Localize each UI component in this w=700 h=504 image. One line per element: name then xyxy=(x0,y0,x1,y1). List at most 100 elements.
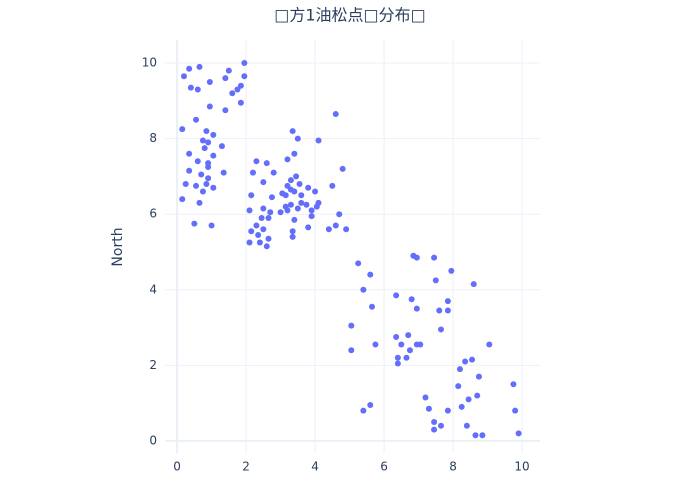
point xyxy=(403,354,410,361)
point xyxy=(312,188,319,195)
point xyxy=(367,402,374,409)
point xyxy=(308,207,315,214)
point xyxy=(182,180,189,187)
point xyxy=(479,432,486,439)
point xyxy=(194,86,201,93)
point xyxy=(291,150,298,157)
point xyxy=(260,205,267,212)
point xyxy=(289,228,296,235)
point xyxy=(260,226,267,233)
point xyxy=(431,426,438,433)
point xyxy=(289,128,296,135)
point xyxy=(199,137,206,144)
point xyxy=(393,292,400,299)
point xyxy=(256,239,263,246)
y-tick-label: 8 xyxy=(149,131,157,145)
point xyxy=(193,116,200,123)
point xyxy=(249,169,256,176)
point xyxy=(263,243,270,250)
point xyxy=(179,126,186,133)
x-tick-label: 10 xyxy=(514,460,529,474)
point xyxy=(237,99,244,106)
point xyxy=(194,158,201,165)
point xyxy=(458,403,465,410)
point xyxy=(469,356,476,363)
point xyxy=(218,143,225,150)
point xyxy=(432,277,439,284)
point xyxy=(180,73,187,80)
point xyxy=(305,224,312,231)
point xyxy=(472,432,479,439)
point xyxy=(291,216,298,223)
point xyxy=(229,90,236,97)
point xyxy=(444,307,451,314)
point xyxy=(210,131,217,138)
point xyxy=(186,150,193,157)
point xyxy=(456,366,463,373)
point xyxy=(265,235,272,242)
point xyxy=(417,341,424,348)
point xyxy=(360,407,367,414)
point xyxy=(394,354,401,361)
point xyxy=(308,213,315,220)
point xyxy=(515,430,522,437)
point xyxy=(298,192,305,199)
point xyxy=(437,326,444,333)
point xyxy=(462,358,469,365)
point xyxy=(413,305,420,312)
point xyxy=(325,226,332,233)
point xyxy=(444,407,451,414)
point xyxy=(393,333,400,340)
point xyxy=(287,177,294,184)
point xyxy=(270,169,277,176)
point xyxy=(512,407,519,414)
point xyxy=(193,182,200,189)
point xyxy=(210,184,217,191)
point xyxy=(291,188,298,195)
point xyxy=(510,381,517,388)
point xyxy=(205,163,212,170)
point xyxy=(315,199,322,206)
point xyxy=(203,180,210,187)
y-axis-title: North xyxy=(110,227,126,266)
point xyxy=(248,228,255,235)
point xyxy=(198,171,205,178)
point xyxy=(294,135,301,142)
point xyxy=(206,78,213,85)
x-tick-label: 2 xyxy=(242,460,250,474)
point xyxy=(208,222,215,229)
point xyxy=(241,73,248,80)
point xyxy=(422,394,429,401)
point xyxy=(255,231,262,238)
point xyxy=(315,137,322,144)
point xyxy=(372,341,379,348)
y-tick-label: 10 xyxy=(142,56,157,70)
point xyxy=(408,296,415,303)
point xyxy=(268,194,275,201)
point xyxy=(253,222,260,229)
point xyxy=(206,103,213,110)
y-tick-label: 6 xyxy=(149,207,157,221)
point xyxy=(225,67,232,74)
point xyxy=(303,201,310,208)
point xyxy=(222,107,229,114)
point xyxy=(201,145,208,152)
point xyxy=(398,341,405,348)
point xyxy=(296,180,303,187)
point xyxy=(405,332,412,339)
y-tick-label: 2 xyxy=(149,358,157,372)
point xyxy=(199,188,206,195)
point xyxy=(246,207,253,214)
chart-title: □方1油松点□分布□ xyxy=(274,6,426,25)
point xyxy=(431,254,438,261)
point xyxy=(455,383,462,390)
y-tick-label: 0 xyxy=(149,433,157,447)
point xyxy=(406,347,413,354)
point xyxy=(237,82,244,89)
point xyxy=(265,214,272,221)
point xyxy=(463,422,470,429)
point xyxy=(360,286,367,293)
point xyxy=(305,184,312,191)
point xyxy=(367,271,374,278)
